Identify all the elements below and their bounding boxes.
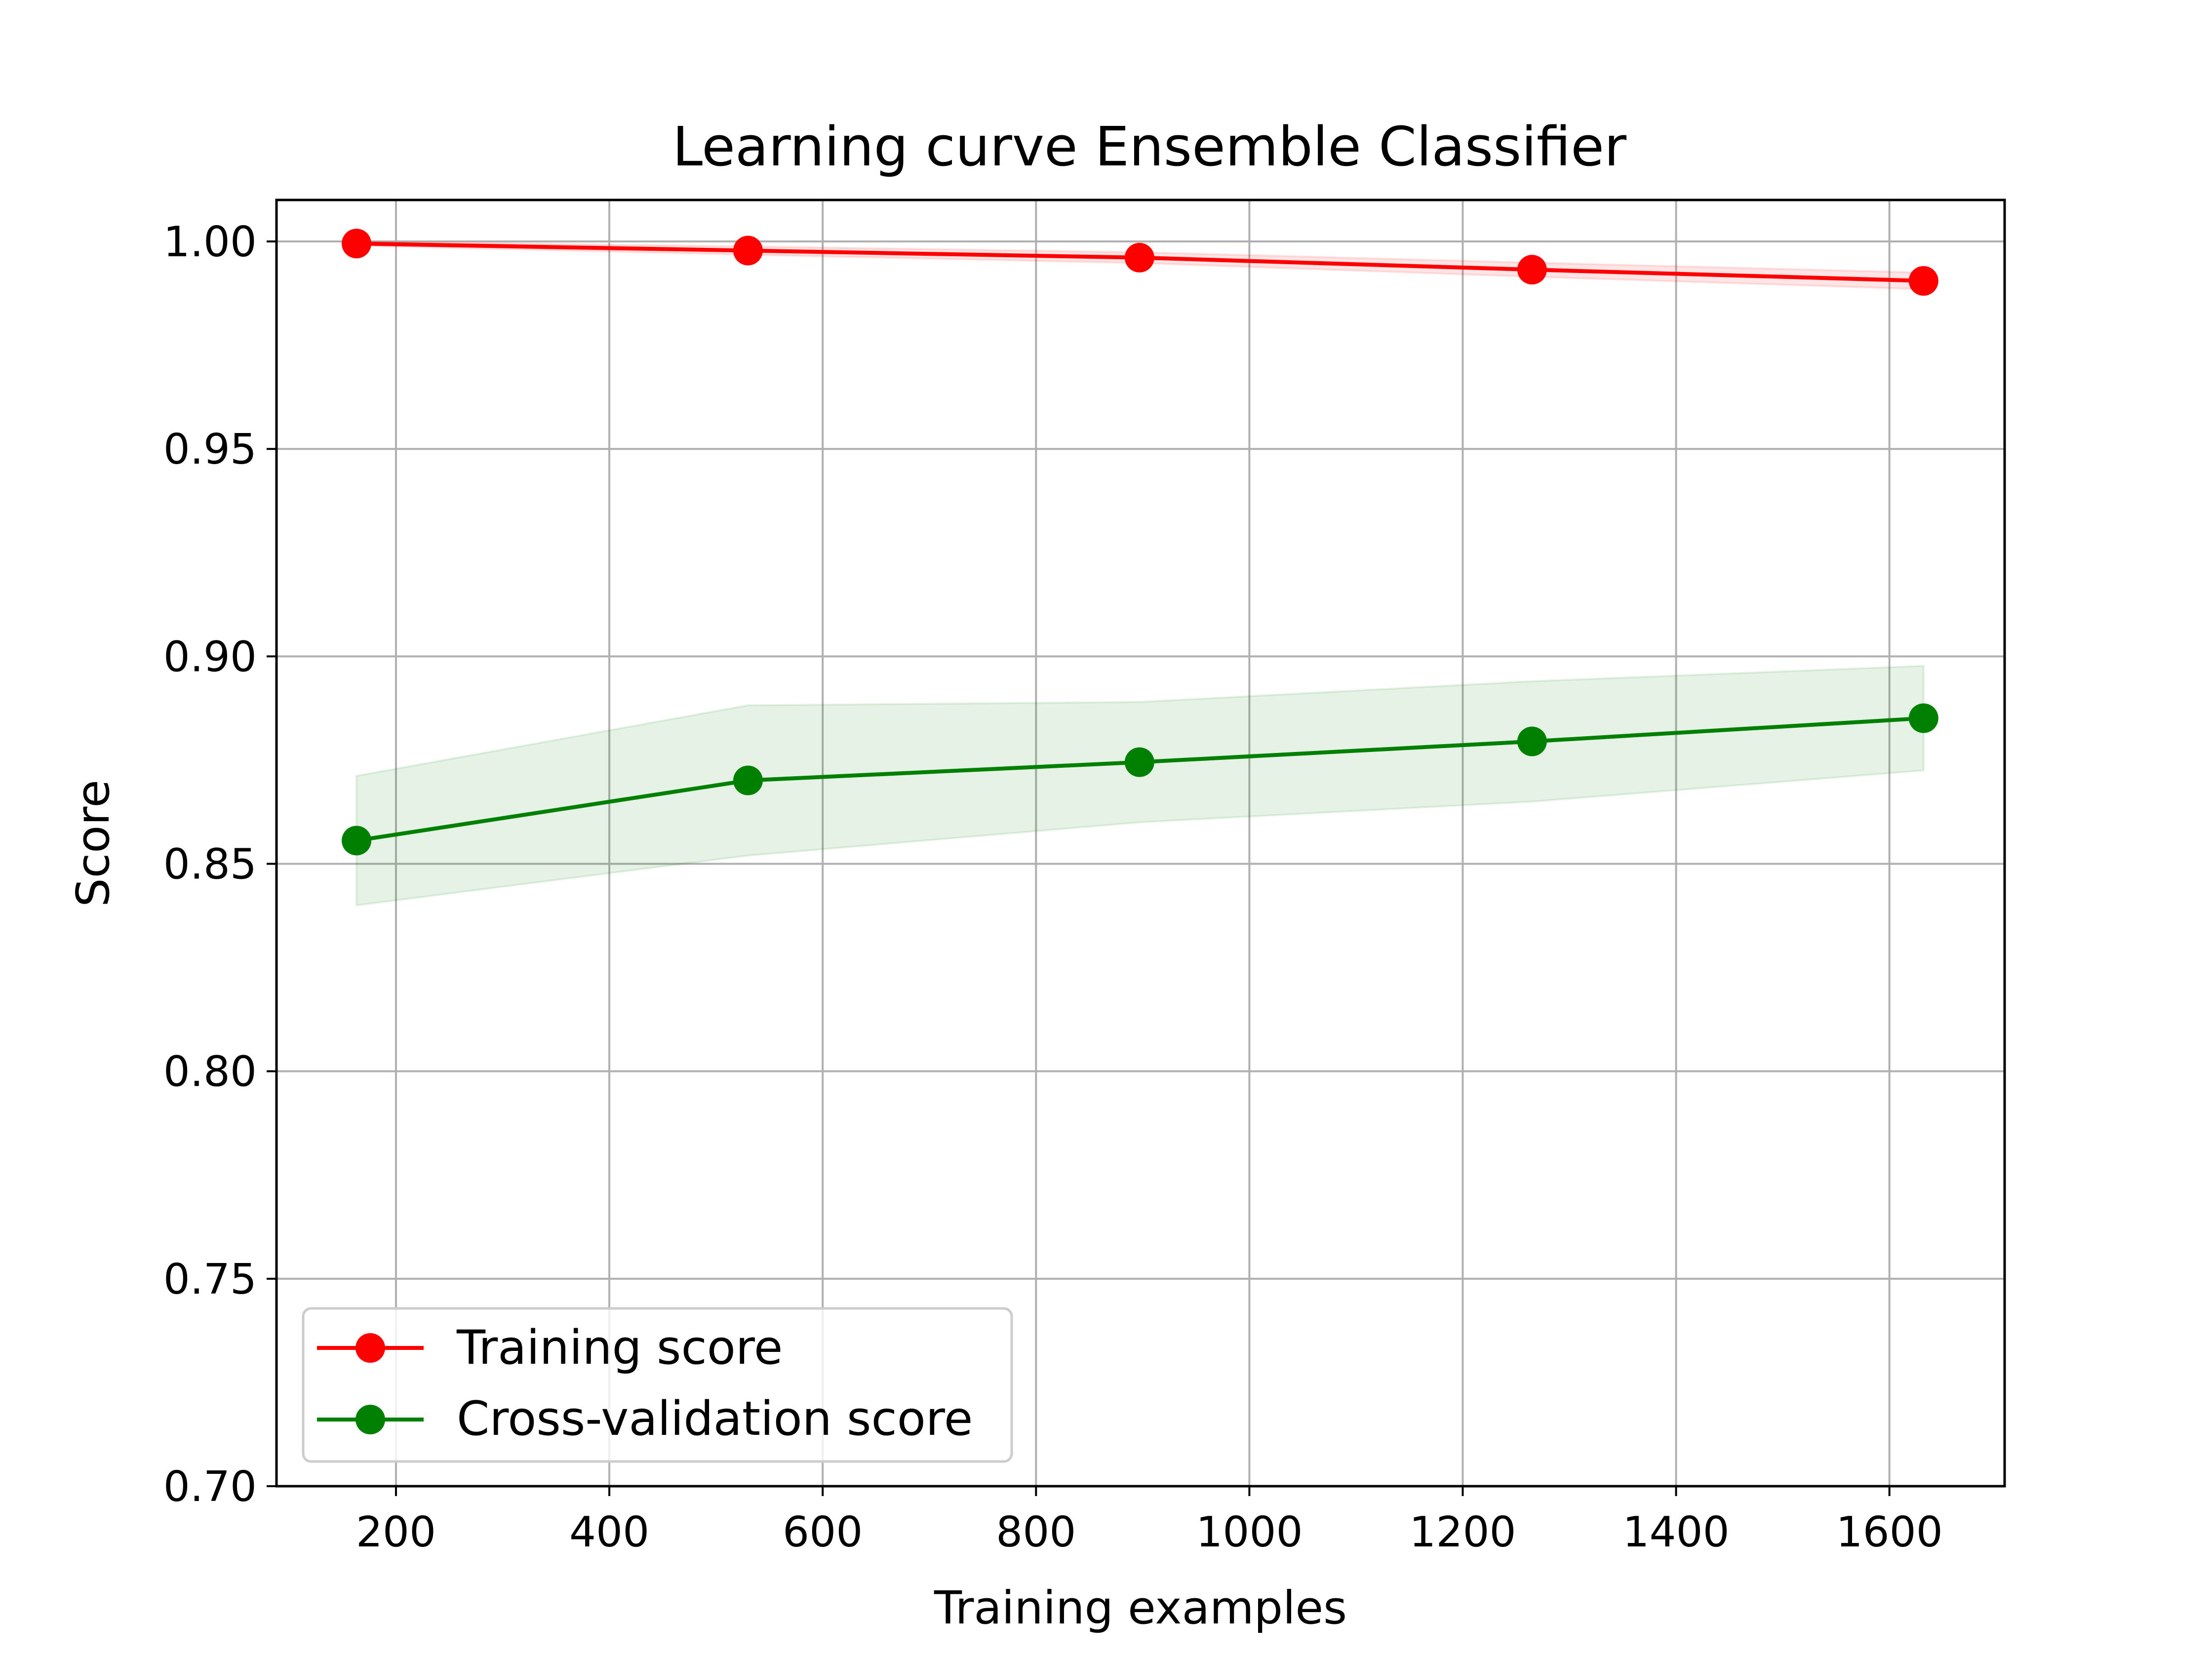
- cross-validation-score-point-3: [1517, 726, 1547, 756]
- legend-cv-label: Cross-validation score: [457, 1392, 973, 1446]
- legend-cv-marker: [356, 1405, 385, 1434]
- series-points: [342, 229, 1938, 856]
- plot-background: [276, 200, 2005, 1486]
- y-tick-label-1: 0.75: [163, 1255, 257, 1304]
- legend-training-label: Training score: [456, 1321, 783, 1375]
- x-tick-label-4: 1000: [1196, 1508, 1303, 1557]
- legend: Training score Cross-validation score: [302, 1307, 1013, 1463]
- plot-area: 200 400 600 800 1000 1200 1400 1600 0.70 0.75 0.8…: [163, 198, 2006, 1557]
- cross-validation-score-point-0: [342, 826, 372, 856]
- y-tick-label-0: 0.70: [163, 1462, 257, 1511]
- training-score-point-4: [1908, 266, 1938, 296]
- training-score-point-2: [1124, 242, 1154, 273]
- y-tick-label-5: 0.95: [163, 425, 257, 474]
- x-axis-ticks: 200 400 600 800 1000 1200 1400 1600: [356, 1486, 1943, 1557]
- x-tick-label-3: 800: [996, 1508, 1076, 1557]
- x-axis-label: Training examples: [934, 1581, 1347, 1634]
- x-tick-label-7: 1600: [1836, 1508, 1943, 1557]
- training-score-point-3: [1517, 255, 1547, 285]
- plot-frame: [275, 198, 2006, 1488]
- x-tick-label-1: 400: [569, 1508, 649, 1557]
- training-score-point-1: [733, 236, 763, 266]
- legend-training-marker: [356, 1333, 385, 1363]
- x-tick-label-5: 1200: [1409, 1508, 1516, 1557]
- grid-lines: [276, 200, 2005, 1487]
- x-tick-label-6: 1400: [1622, 1508, 1729, 1557]
- x-tick-label-0: 200: [356, 1508, 436, 1557]
- training-score-point-0: [342, 229, 372, 259]
- chart-title: Learning curve Ensemble Classifier: [672, 115, 1627, 178]
- cross-validation-score-band: [356, 665, 1925, 907]
- y-tick-label-2: 0.80: [163, 1048, 257, 1097]
- x-tick-label-2: 600: [783, 1508, 863, 1557]
- y-axis-label: Score: [67, 780, 119, 907]
- legend-box: [302, 1307, 1013, 1463]
- cross-validation-score-point-2: [1124, 747, 1154, 777]
- y-tick-label-3: 0.85: [163, 840, 257, 889]
- cross-validation-score-point-1: [733, 765, 763, 795]
- y-axis-ticks: 0.70 0.75 0.80 0.85 0.90 0.95 1.00: [163, 218, 276, 1511]
- cross-validation-score-point-4: [1908, 703, 1938, 733]
- y-tick-label-6: 1.00: [163, 218, 257, 267]
- y-tick-label-4: 0.90: [163, 632, 257, 681]
